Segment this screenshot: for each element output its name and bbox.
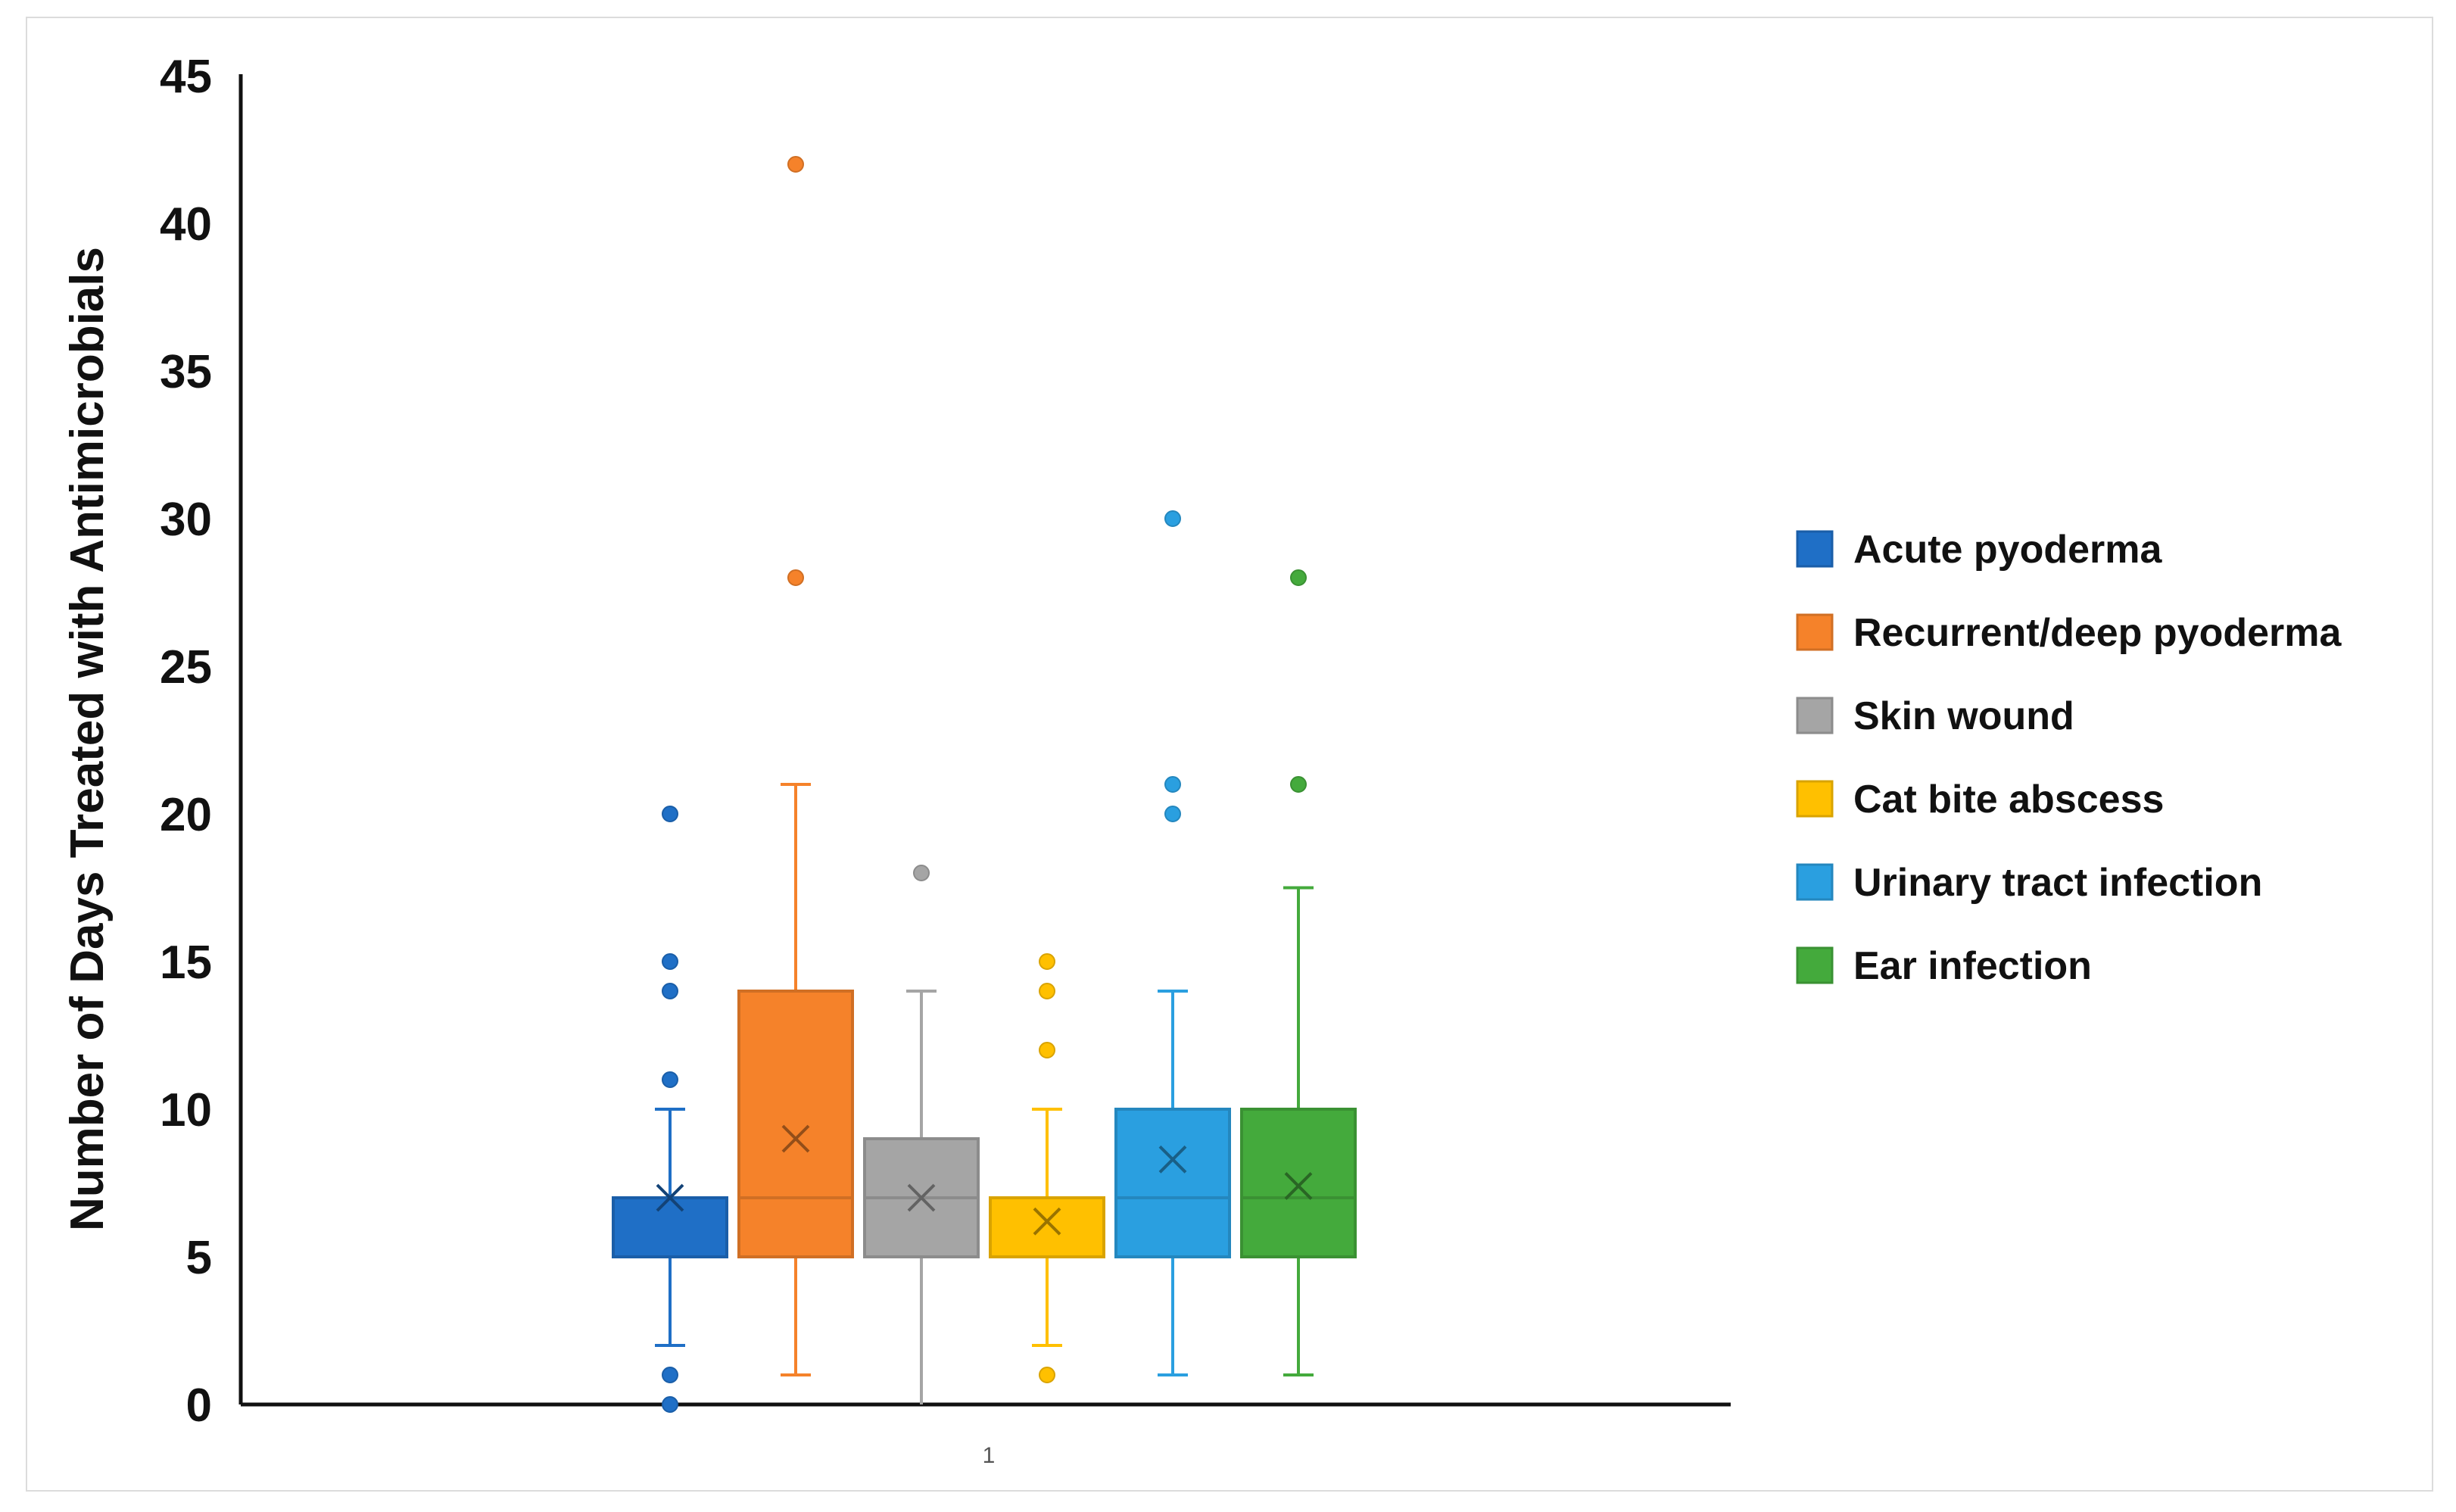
outlier-point (1039, 1042, 1055, 1058)
outlier-point (662, 1396, 678, 1413)
legend-label: Acute pyoderma (1853, 528, 2163, 572)
outlier-point (913, 865, 930, 881)
legend-label: Ear infection (1853, 944, 2092, 988)
x-category-label: 1 (983, 1443, 996, 1468)
legend-label: Urinary tract infection (1853, 861, 2262, 905)
legend-swatch (1796, 780, 1834, 818)
legend-item: Recurrent/deep pyoderma (1796, 611, 2342, 655)
legend-swatch (1796, 613, 1834, 651)
y-tick-label: 30 (160, 494, 212, 546)
outlier-point (1039, 953, 1055, 970)
mean-marker (656, 1183, 684, 1212)
axes (238, 74, 1731, 1407)
legend-item: Cat bite abscess (1796, 778, 2164, 821)
legend-item: Acute pyoderma (1796, 528, 2163, 572)
outlier-point (1164, 510, 1181, 527)
box-ear-infection (1240, 569, 1357, 1376)
y-axis-ticks: 0 5 10 15 20 25 30 35 40 45 (160, 51, 212, 1432)
y-tick-label: 15 (160, 937, 212, 989)
box-recurrent-deep-pyoderma (737, 156, 854, 1376)
legend-item: Skin wound (1796, 694, 2074, 738)
boxes-group (612, 156, 1357, 1413)
outlier-point (1290, 776, 1307, 793)
box-acute-pyoderma (612, 806, 728, 1413)
legend-item: Urinary tract infection (1796, 861, 2262, 905)
y-tick-label: 35 (160, 346, 212, 398)
legend-swatch (1796, 863, 1834, 901)
y-tick-label: 5 (186, 1232, 212, 1284)
chart-frame (26, 17, 2433, 1492)
box-cat-bite-abscess (989, 953, 1105, 1383)
outlier-point (662, 1367, 678, 1383)
mean-marker (781, 1124, 810, 1153)
outlier-point (1164, 806, 1181, 822)
legend-swatch (1796, 697, 1834, 734)
outlier-point (1039, 1367, 1055, 1383)
y-tick-label: 25 (160, 641, 212, 694)
outlier-point (787, 569, 804, 586)
outlier-point (662, 983, 678, 999)
box-iqr (1240, 1108, 1357, 1258)
legend-label: Cat bite abscess (1853, 778, 2164, 821)
box-iqr (737, 990, 854, 1258)
y-tick-label: 40 (160, 198, 212, 251)
mean-marker (1284, 1171, 1313, 1200)
box-urinary-tract-infection (1114, 510, 1231, 1376)
mean-marker (1158, 1145, 1187, 1174)
legend-swatch (1796, 946, 1834, 984)
y-tick-label: 0 (186, 1380, 212, 1432)
legend-label: Skin wound (1853, 694, 2074, 738)
mean-marker (907, 1183, 936, 1212)
legend: Acute pyoderma Recurrent/deep pyoderma Ski… (1796, 528, 2342, 988)
box-iqr (989, 1196, 1105, 1258)
outlier-point (1039, 983, 1055, 999)
outlier-point (662, 1071, 678, 1088)
mean-marker (1033, 1207, 1061, 1236)
outlier-point (1164, 776, 1181, 793)
legend-swatch (1796, 530, 1834, 568)
outlier-point (1290, 569, 1307, 586)
box-skin-wound (863, 865, 980, 1404)
outlier-point (662, 806, 678, 822)
y-tick-label: 20 (160, 789, 212, 841)
legend-label: Recurrent/deep pyoderma (1853, 611, 2342, 655)
outlier-point (662, 953, 678, 970)
box-iqr (1114, 1108, 1231, 1258)
legend-item: Ear infection (1796, 944, 2092, 988)
box-iqr (612, 1196, 728, 1258)
y-tick-label: 10 (160, 1084, 212, 1136)
outlier-point (787, 156, 804, 173)
y-tick-label: 45 (160, 51, 212, 103)
y-axis-title: Number of Days Treated with Antimicrobia… (61, 247, 114, 1231)
